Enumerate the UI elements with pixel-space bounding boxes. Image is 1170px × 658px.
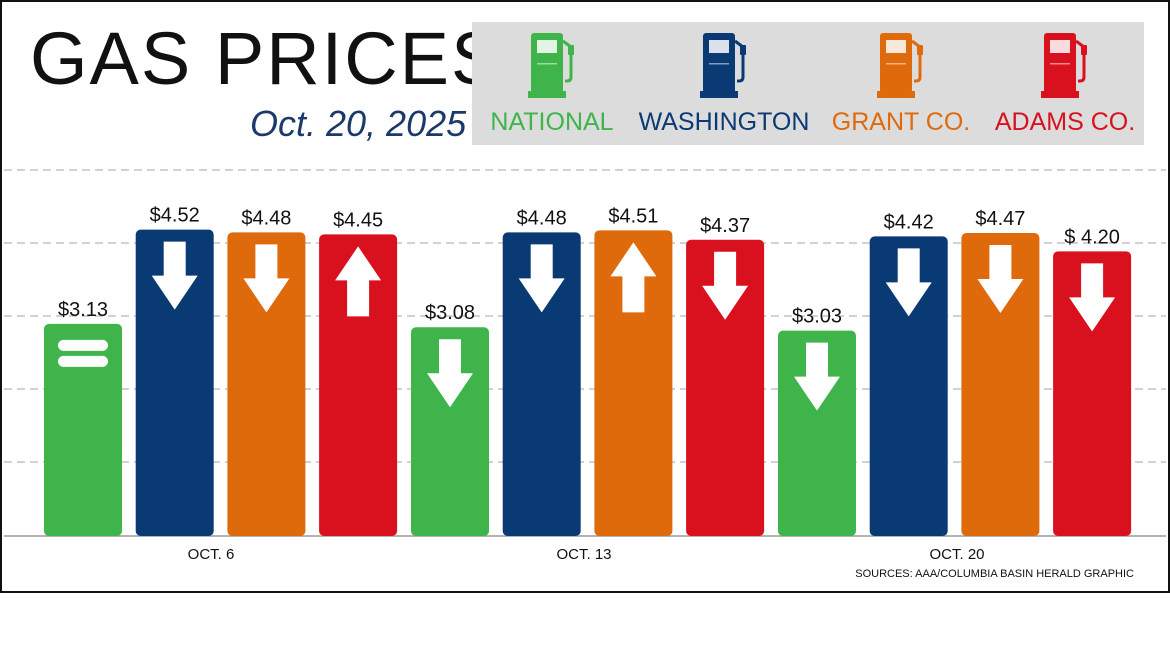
legend-label: GRANT CO. [831, 108, 971, 136]
data-label: $4.45 [333, 209, 383, 231]
bar [502, 232, 581, 536]
legend-item-adams: ADAMS CO. [986, 22, 1144, 145]
arrow-down-icon [243, 244, 290, 313]
arrow-up-icon [335, 246, 382, 317]
data-label: $4.37 [700, 215, 750, 237]
arrow-down-icon [151, 241, 198, 310]
bar [227, 232, 306, 536]
gas-pump-icon [877, 33, 923, 98]
legend-label: NATIONAL [490, 108, 614, 136]
data-label: $4.48 [517, 207, 567, 229]
bar [594, 230, 673, 537]
legend-item-grant: GRANT CO. [816, 22, 986, 145]
bar [411, 327, 489, 536]
arrow-down-icon [1069, 263, 1116, 332]
data-label: $4.51 [608, 205, 658, 227]
page-title: GAS PRICES [30, 17, 503, 100]
data-label: $3.03 [792, 306, 842, 328]
legend-item-national: NATIONAL [472, 22, 632, 145]
data-label: $4.48 [241, 207, 291, 229]
legend-item-washington: WASHINGTON [632, 22, 816, 145]
arrow-down-icon [702, 251, 749, 320]
data-label: $4.47 [975, 208, 1025, 230]
x-tick-label: OCT. 20 [929, 546, 985, 563]
bar [1053, 251, 1132, 537]
bar-chart: $3.13 $4.52 $4.48 $4.45 $3.08 $4.48 $4.51 $4.37… [4, 169, 1166, 537]
bar [135, 229, 214, 536]
data-label: $4.52 [150, 205, 200, 227]
arrow-up-icon [610, 242, 657, 313]
legend: NATIONAL WASHINGTON GRANT CO. ADAMS CO. [472, 22, 1144, 145]
data-label: $4.42 [884, 211, 934, 233]
arrow-down-icon [885, 248, 932, 317]
bar [869, 236, 948, 536]
bar [686, 239, 765, 537]
data-label: $3.13 [58, 299, 108, 321]
bar [961, 233, 1040, 537]
x-tick-label: OCT. 13 [556, 546, 612, 563]
equal-icon [58, 355, 108, 367]
arrow-down-icon [977, 245, 1024, 314]
bar [319, 234, 398, 536]
data-label: $ 4.20 [1064, 226, 1120, 248]
arrow-down-icon [794, 342, 840, 411]
bar [44, 323, 122, 536]
date-subtitle: Oct. 20, 2025 [250, 103, 467, 144]
arrow-down-icon [427, 339, 473, 408]
bar [778, 330, 856, 536]
x-tick-label: OCT. 6 [187, 546, 235, 563]
gas-pump-icon [700, 33, 746, 98]
legend-label: WASHINGTON [638, 108, 810, 136]
gas-pump-icon [1041, 33, 1087, 98]
source-note: SOURCES: AAA/COLUMBIA BASIN HERALD GRAPH… [855, 568, 1134, 580]
gas-pump-icon [528, 33, 574, 98]
data-label: $3.08 [425, 302, 475, 324]
equal-icon [58, 339, 108, 351]
arrow-down-icon [518, 244, 565, 313]
legend-label: ADAMS CO. [994, 108, 1136, 136]
